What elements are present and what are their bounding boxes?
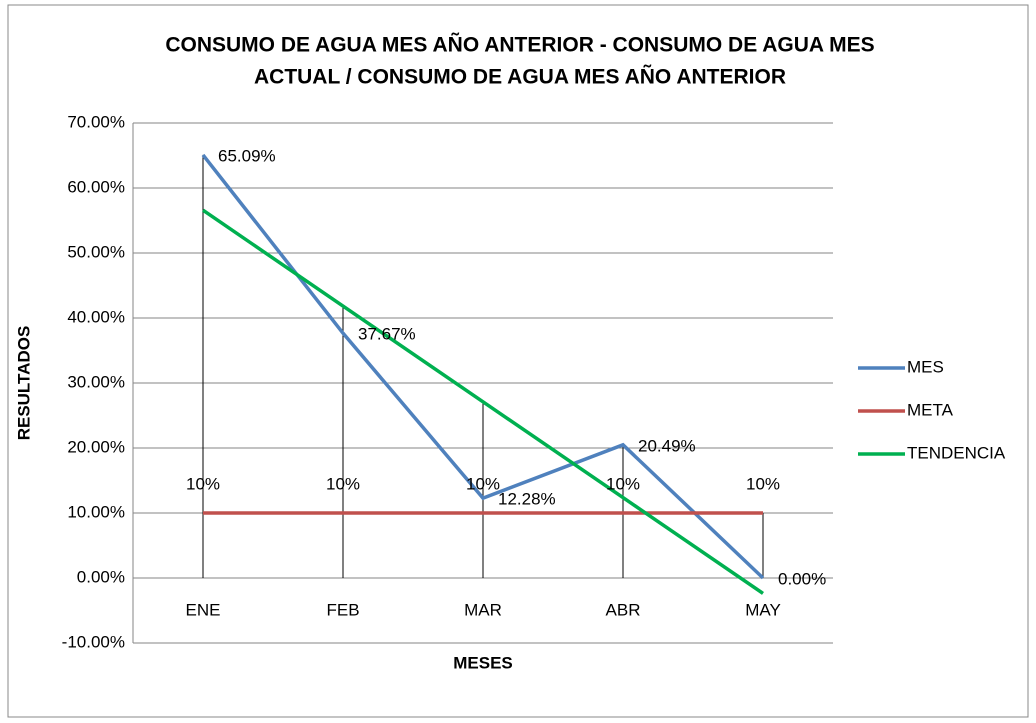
chart-frame (7, 4, 1029, 718)
data-label: 10% (466, 474, 500, 493)
chart-title: CONSUMO DE AGUA MES AÑO ANTERIOR - CONSU… (165, 34, 874, 57)
y-tick-label: 60.00% (67, 177, 125, 196)
data-label: 0.00% (778, 569, 826, 588)
x-tick-label: ABR (606, 600, 641, 619)
legend-label: TENDENCIA (907, 443, 1006, 462)
chart-title: ACTUAL / CONSUMO DE AGUA MES AÑO ANTERIO… (254, 66, 786, 89)
data-label: 10% (606, 474, 640, 493)
x-tick-label: MAY (745, 600, 781, 619)
data-label: 10% (746, 474, 780, 493)
data-label: 37.67% (358, 325, 416, 344)
y-tick-label: 20.00% (67, 437, 125, 456)
y-axis-title: RESULTADOS (14, 326, 33, 441)
data-label: 10% (186, 474, 220, 493)
y-tick-label: 70.00% (67, 112, 125, 131)
y-tick-label: 10.00% (67, 502, 125, 521)
x-axis-title: MESES (453, 653, 513, 672)
y-tick-label: 30.00% (67, 372, 125, 391)
x-tick-label: ENE (186, 600, 221, 619)
y-tick-label: 0.00% (77, 567, 125, 586)
x-tick-label: MAR (464, 600, 502, 619)
legend-label: MES (907, 357, 944, 376)
data-label: 20.49% (638, 436, 696, 455)
data-label: 10% (326, 474, 360, 493)
data-label: 65.09% (218, 146, 276, 165)
series-line (202, 208, 764, 595)
x-tick-label: FEB (326, 600, 359, 619)
y-tick-label: 40.00% (67, 307, 125, 326)
y-tick-label: -10.00% (62, 632, 125, 651)
legend-label: META (907, 400, 954, 419)
y-tick-label: 50.00% (67, 242, 125, 261)
data-label: 12.28% (498, 490, 556, 509)
